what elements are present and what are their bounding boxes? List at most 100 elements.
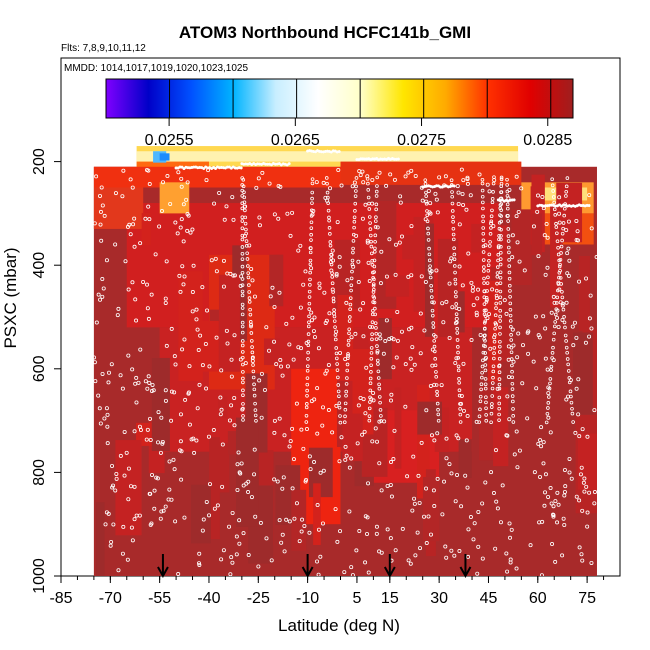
sample-point <box>325 190 330 195</box>
sample-point <box>465 485 470 490</box>
sample-point <box>373 321 378 325</box>
sample-point <box>492 351 496 356</box>
sample-point <box>338 420 343 425</box>
sample-point <box>294 501 299 506</box>
sample-point <box>494 306 498 310</box>
sample-point <box>248 320 253 324</box>
sample-point <box>172 467 177 472</box>
sample-point <box>392 428 397 433</box>
sample-point <box>164 343 169 348</box>
sample-point <box>481 219 485 224</box>
sample-point <box>197 551 202 556</box>
sample-point <box>310 196 314 201</box>
sample-point <box>379 249 384 254</box>
sample-point <box>92 221 97 226</box>
sample-point <box>505 183 509 187</box>
sample-point <box>483 382 488 387</box>
sample-point <box>146 204 151 209</box>
sample-point <box>546 401 551 405</box>
sample-point <box>371 284 376 288</box>
sample-point <box>428 532 433 537</box>
sample-point <box>483 363 488 367</box>
sample-point <box>511 414 516 418</box>
sample-point <box>375 184 379 188</box>
sample-point <box>167 487 172 492</box>
sample-point <box>560 289 564 294</box>
sample-point <box>240 312 245 317</box>
sample-point <box>546 406 550 410</box>
sample-point <box>372 249 377 254</box>
sample-point <box>156 440 161 445</box>
sample-point <box>178 225 183 230</box>
sample-point <box>549 501 554 506</box>
sample-point <box>551 189 555 193</box>
sample-point <box>249 495 254 500</box>
sample-point <box>240 245 245 249</box>
sample-point <box>156 410 161 415</box>
sample-point <box>244 227 248 232</box>
sample-point <box>100 371 105 376</box>
sample-point <box>114 476 119 481</box>
sample-point <box>250 345 254 349</box>
sample-point <box>304 427 309 432</box>
sample-point <box>542 233 547 238</box>
sample-point <box>498 289 503 294</box>
field-strip <box>291 489 307 551</box>
sample-point <box>316 346 321 351</box>
sample-point <box>138 347 143 352</box>
sample-point <box>225 271 230 276</box>
sample-point <box>589 326 594 331</box>
sample-point <box>483 357 488 361</box>
sample-point <box>343 401 348 406</box>
colorbar-gradient <box>105 78 574 119</box>
sample-point <box>159 209 164 214</box>
sample-point <box>455 331 460 335</box>
sample-point <box>204 178 209 183</box>
sample-point <box>252 294 257 299</box>
sample-point <box>457 393 462 398</box>
sample-point <box>239 166 243 170</box>
x-tick-label: -55 <box>148 590 171 607</box>
sample-point <box>305 376 310 380</box>
sample-point <box>163 504 168 509</box>
sample-point <box>559 251 563 255</box>
sample-point <box>482 320 487 325</box>
sample-point <box>443 174 448 179</box>
sample-point <box>96 292 101 297</box>
sample-point <box>465 414 470 419</box>
sample-point <box>230 511 235 516</box>
sample-point <box>515 240 520 245</box>
sample-point <box>282 549 287 554</box>
sample-point <box>241 393 245 397</box>
sample-point <box>137 424 142 429</box>
sample-point <box>246 275 251 280</box>
sample-point <box>482 269 486 273</box>
sample-point <box>505 202 510 207</box>
sample-point <box>433 357 438 361</box>
sample-point <box>305 388 309 393</box>
sample-point <box>483 386 488 391</box>
sample-point <box>538 474 543 479</box>
sample-point <box>562 489 567 494</box>
sample-point <box>356 280 361 285</box>
sample-point <box>545 235 550 240</box>
sample-point <box>344 453 349 458</box>
sample-point <box>104 258 109 263</box>
sample-point <box>240 302 245 307</box>
sample-point <box>195 406 200 411</box>
sample-point <box>240 237 245 242</box>
sample-point <box>452 252 457 257</box>
sample-point <box>336 168 341 173</box>
sample-point <box>479 387 483 392</box>
sample-point <box>309 238 313 242</box>
sample-point <box>449 548 454 553</box>
sample-point <box>594 255 599 260</box>
sample-point <box>277 416 282 421</box>
sample-point <box>487 189 492 194</box>
field-strip <box>178 271 203 381</box>
sample-point <box>351 239 356 243</box>
sample-point <box>187 422 192 427</box>
sample-point <box>97 406 102 411</box>
sample-point <box>272 212 277 217</box>
sample-point <box>137 513 142 518</box>
